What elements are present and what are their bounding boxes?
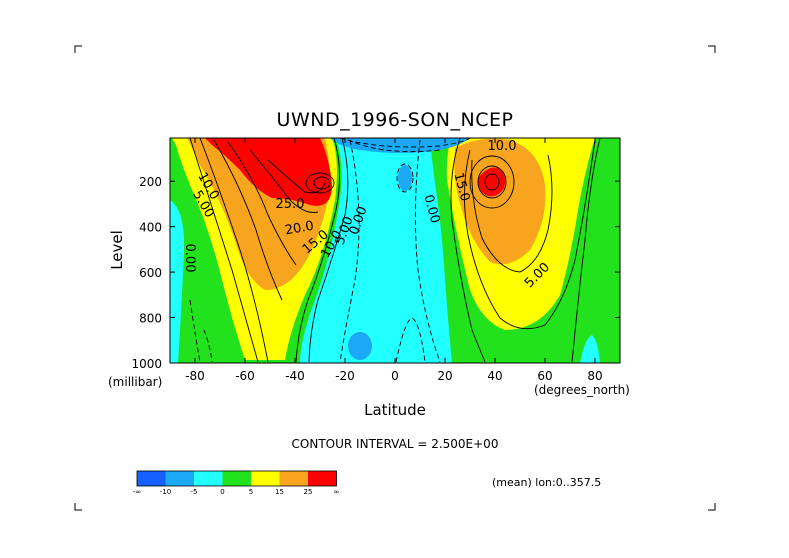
colorbar-tick-label: -10 xyxy=(160,488,171,496)
contour-label: 10.0 xyxy=(488,139,517,154)
x-tick-label: -40 xyxy=(285,369,305,383)
colorbar-tick-label: ∞ xyxy=(334,488,340,496)
colorbar-tick-label: 5 xyxy=(249,488,253,496)
y-tick-label: 800 xyxy=(139,312,162,326)
x-tick-label: 40 xyxy=(487,369,502,383)
y-tick-label: 200 xyxy=(139,175,162,189)
colorbar-tick-label: 25 xyxy=(304,488,313,496)
contour-label: 20.0 xyxy=(284,219,315,239)
x-axis: -80 -60 -40 -20 0 20 40 60 80 xyxy=(185,138,603,383)
y-units-label: (millibar) xyxy=(108,375,162,389)
x-tick-label: 60 xyxy=(537,369,552,383)
x-tick-label: 80 xyxy=(587,369,602,383)
colorbar-swatch xyxy=(222,471,251,486)
contour-lines-negative xyxy=(189,138,471,363)
x-axis-label: Latitude xyxy=(364,401,426,419)
y-axis: 200 400 600 800 1000 xyxy=(131,175,620,371)
colorbar-frame xyxy=(136,470,337,487)
y-tick-label: 600 xyxy=(139,266,162,280)
fill-band-blue-center-core xyxy=(398,165,412,191)
x-tick-label: 20 xyxy=(437,369,452,383)
x-tick-label: -60 xyxy=(235,369,255,383)
fill-band-red-north xyxy=(478,167,506,197)
colorbar-tick-label: 0 xyxy=(220,488,224,496)
contour-lines xyxy=(189,138,601,363)
fill-band-blue-upper-center xyxy=(330,138,470,153)
y-tick-label: 1000 xyxy=(131,357,162,371)
colorbar-swatch xyxy=(165,471,194,486)
fill-band-orange-north xyxy=(454,138,546,265)
contour-interval-text: CONTOUR INTERVAL = 2.500E+00 xyxy=(292,437,499,451)
colorbar-swatch xyxy=(279,471,308,486)
colorbar-swatch xyxy=(194,471,223,486)
contour-label: 0.00 xyxy=(182,244,197,273)
colorbar-legend: -∞ -10 -5 0 5 15 25 ∞ xyxy=(133,470,340,496)
fill-band-cyan-south-pole xyxy=(170,200,185,363)
fill-band-blue-lower xyxy=(348,332,372,360)
x-tick-label: -80 xyxy=(185,369,205,383)
fill-band-cyan-north-pole xyxy=(580,335,600,363)
contour-label: 15.0 xyxy=(450,171,472,203)
contour-fill xyxy=(170,138,620,363)
colorbar-tick-label: 15 xyxy=(275,488,284,496)
chart-title: UWND_1996-SON_NCEP xyxy=(277,109,514,131)
y-tick-label: 400 xyxy=(139,221,162,235)
footer-text: (mean) lon:0..357.5 xyxy=(492,476,601,489)
colorbar-tick-label: -5 xyxy=(191,488,198,496)
colorbar-swatch xyxy=(251,471,280,486)
colorbar-tick-label: -∞ xyxy=(133,488,141,496)
contour-label: 25.0 xyxy=(276,197,305,212)
colorbar-swatch xyxy=(308,471,337,486)
x-units-label: (degrees_north) xyxy=(534,383,630,397)
y-axis-label: Level xyxy=(108,230,126,270)
x-tick-label: 0 xyxy=(391,369,399,383)
page-corner-marks xyxy=(74,45,716,511)
contour-label: 0.00 xyxy=(420,193,442,225)
x-tick-label: -20 xyxy=(335,369,355,383)
colorbar-swatch xyxy=(137,471,166,486)
